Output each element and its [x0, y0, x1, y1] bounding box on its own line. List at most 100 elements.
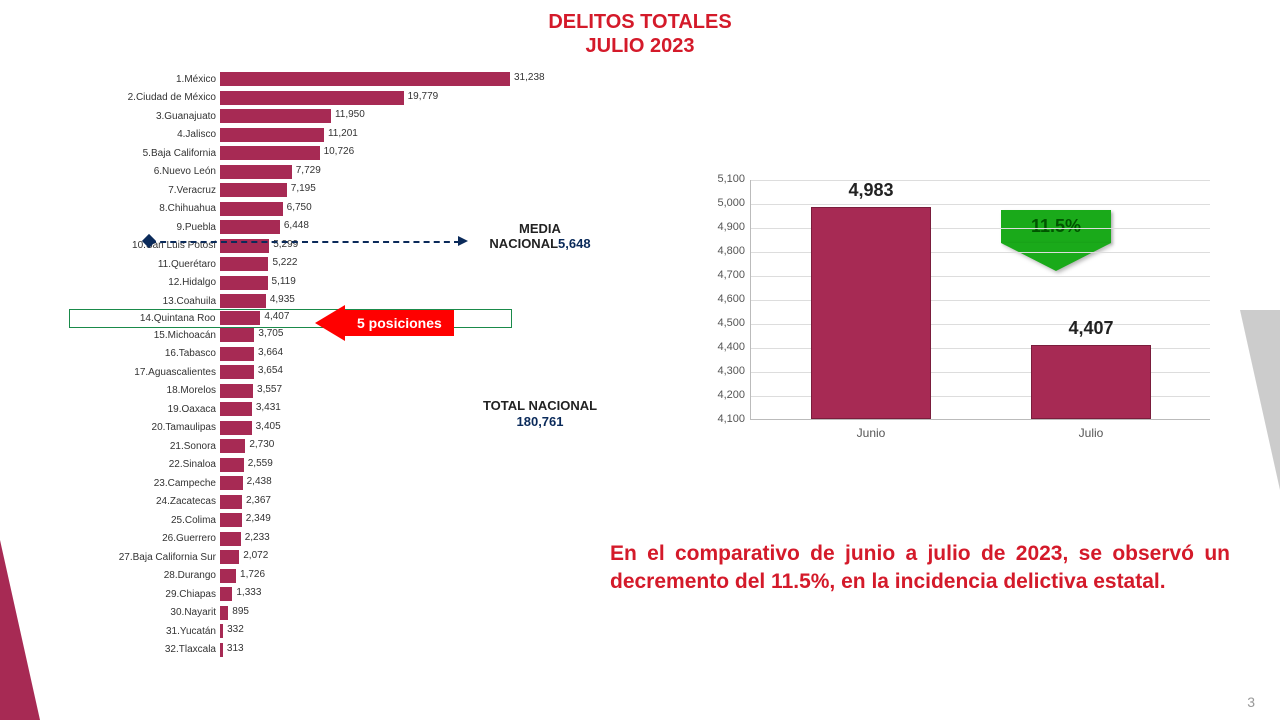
media-national-divider: [150, 241, 460, 243]
y-tick: 4,800: [695, 245, 745, 257]
bar-value: 11,950: [335, 109, 365, 120]
bar: [220, 587, 232, 601]
bar-value: 3,664: [258, 347, 283, 358]
bar: [220, 550, 239, 564]
decrease-pct: 11.5%: [1001, 210, 1111, 243]
table-row: 2.Ciudad de México19,779: [70, 89, 510, 108]
bar-value: 5,222: [272, 257, 297, 268]
state-label: 23.Campeche: [70, 478, 220, 489]
y-tick: 4,200: [695, 389, 745, 401]
bar-value: 3,405: [256, 421, 281, 432]
table-row: 24.Zacatecas 2,367: [70, 493, 510, 512]
bar-value: 6,448: [284, 220, 309, 231]
positions-callout: 5 posiciones: [315, 305, 454, 341]
media-value: 5,648: [558, 236, 591, 251]
table-row: 6.Nuevo León7,729: [70, 163, 510, 182]
bar-value: 3,557: [257, 384, 282, 395]
table-row: 11.Querétaro5,222: [70, 255, 510, 274]
state-label: 24.Zacatecas: [70, 496, 220, 507]
bar: [220, 532, 241, 546]
state-label: 31.Yucatán: [70, 626, 220, 637]
bar: [220, 257, 268, 271]
bar-value: 4,935: [270, 294, 295, 305]
bar: [220, 458, 244, 472]
bar-wrap: 6,750: [220, 202, 510, 216]
bar-wrap: 5,119: [220, 276, 510, 290]
bar-value: 1,726: [240, 569, 265, 580]
bar: [220, 624, 223, 638]
title-line1: DELITOS TOTALES: [0, 10, 1280, 34]
bar: [220, 220, 280, 234]
state-label: 2.Ciudad de México: [70, 92, 220, 103]
bar: [220, 347, 254, 361]
vbar-plot-area: 11.5% 4,1004,2004,3004,4004,5004,6004,70…: [750, 180, 1210, 420]
state-label: 4.Jalisco: [70, 129, 220, 140]
bar: [220, 294, 266, 308]
bar: [220, 91, 404, 105]
page-title: DELITOS TOTALES JULIO 2023: [0, 0, 1280, 58]
media-line-arrowhead: [458, 236, 468, 246]
total-value: 180,761: [480, 414, 600, 430]
bar-wrap: 3,557: [220, 384, 510, 398]
gridline: [751, 204, 1210, 205]
bar: [220, 365, 254, 379]
bar-value: 895: [232, 606, 249, 617]
bar: [220, 72, 510, 86]
state-label: 32.Tlaxcala: [70, 644, 220, 655]
bar-value: 332: [227, 624, 244, 635]
table-row: 3.Guanajuato11,950: [70, 107, 510, 126]
bar: [220, 276, 268, 290]
bar-wrap: 7,195: [220, 183, 510, 197]
bar-value: 7,195: [291, 183, 316, 194]
bar-value: 2,438: [247, 476, 272, 487]
bar-value: 1,333: [236, 587, 261, 598]
bar-wrap: 2,233: [220, 532, 510, 546]
decor-triangle-left: [0, 540, 40, 720]
bar-wrap: 6,448: [220, 220, 510, 234]
bar-value: 2,559: [248, 458, 273, 469]
state-label: 14.Quintana Roo: [70, 313, 220, 324]
bar-value: 31,238: [514, 72, 545, 83]
bar-wrap: 2,349: [220, 513, 510, 527]
bar-wrap: 3,664: [220, 347, 510, 361]
bar-value: 2,730: [249, 439, 274, 450]
bar-wrap: 2,559: [220, 458, 510, 472]
table-row: 12.Hidalgo 5,119: [70, 274, 510, 293]
arrow-left-icon: [315, 305, 345, 341]
bar-wrap: 895: [220, 606, 510, 620]
bar-wrap: 5,222: [220, 257, 510, 271]
bar-value: 10,726: [324, 146, 355, 157]
state-label: 16.Tabasco: [70, 348, 220, 359]
bar-wrap: 1,726: [220, 569, 510, 583]
table-row: 10.San Luis Potosí5,299: [70, 237, 510, 256]
table-row: 17.Aguascalientes3,654: [70, 363, 510, 382]
bar: [220, 109, 331, 123]
state-label: 22.Sinaloa: [70, 459, 220, 470]
month-value: 4,407: [1031, 318, 1151, 339]
bar-value: 5,119: [272, 276, 296, 287]
bar: [220, 495, 242, 509]
table-row: 32.Tlaxcala313: [70, 641, 510, 660]
bar: [220, 421, 252, 435]
bar-wrap: 11,201: [220, 128, 510, 142]
state-label: 30.Nayarit: [70, 607, 220, 618]
y-tick: 4,600: [695, 293, 745, 305]
page-number: 3: [1247, 694, 1255, 710]
bar: [220, 569, 236, 583]
positions-text: 5 posiciones: [345, 310, 454, 336]
state-label: 12.Hidalgo: [70, 277, 220, 288]
state-label: 20.Tamaulipas: [70, 422, 220, 433]
month-label: Junio: [811, 426, 931, 440]
table-row: 19.Oaxaca3,431: [70, 400, 510, 419]
table-row: 27.Baja California Sur2,072: [70, 548, 510, 567]
bar-wrap: 332: [220, 624, 510, 638]
table-row: 28.Durango1,726: [70, 567, 510, 586]
bar: [220, 311, 261, 325]
table-row: 9.Puebla6,448: [70, 218, 510, 237]
bar-wrap: 3,654: [220, 365, 510, 379]
bar: [220, 606, 228, 620]
bar-wrap: 10,726: [220, 146, 510, 160]
bar-value: 2,367: [246, 495, 271, 506]
month-label: Julio: [1031, 426, 1151, 440]
arrow-down-icon: [1001, 243, 1111, 271]
